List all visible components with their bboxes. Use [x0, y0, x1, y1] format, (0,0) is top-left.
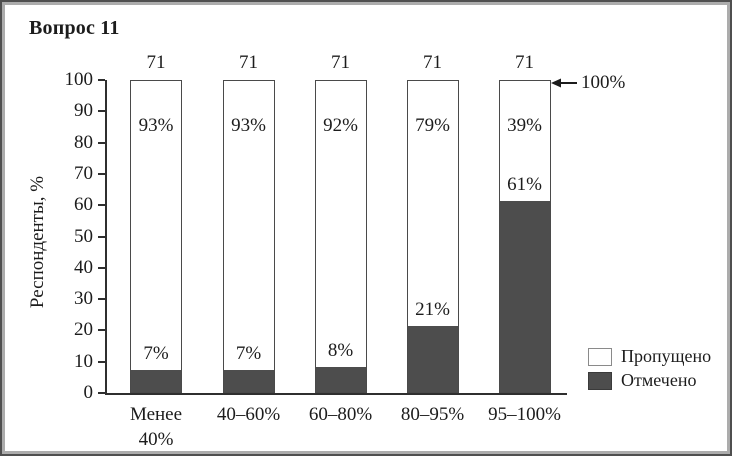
legend: Пропущено Отмечено: [588, 347, 711, 395]
y-tick-mark: [98, 298, 105, 301]
skipped-percent-label: 79%: [415, 115, 450, 136]
skipped-percent-label: 39%: [507, 115, 542, 136]
y-tick-label: 80: [74, 131, 93, 153]
bar: 93% 7% 71: [222, 52, 275, 393]
bar-segment-marked: [407, 326, 458, 392]
legend-label-marked: Отмечено: [621, 370, 697, 390]
y-tick-mark: [98, 235, 105, 238]
y-tick-label: 90: [74, 100, 93, 122]
bar: 92% 8% 71: [314, 52, 367, 393]
marked-percent-label: 7%: [143, 343, 169, 365]
arrow-left-icon: [551, 77, 577, 89]
y-tick-mark: [98, 360, 105, 363]
y-tick-label: 60: [74, 194, 93, 216]
bar-segment-marked: [315, 366, 366, 392]
legend-swatch-skipped: [588, 347, 612, 366]
bar-segment-marked: [499, 201, 550, 392]
x-category-label: 95–100%: [488, 404, 561, 425]
bar-segment-marked: [131, 370, 181, 392]
marked-percent-label: 61%: [507, 174, 542, 196]
plot-area: 0 10 20 30 40 50 60 70 80 90 100 93% 7% 71 Менее 40% 93%…: [65, 52, 567, 450]
annotation-label: 100%: [581, 72, 626, 93]
y-tick-label: 0: [83, 382, 94, 403]
x-category-label: 40–60%: [216, 404, 281, 425]
y-tick-label: 70: [74, 162, 93, 184]
100-percent-annotation: 100%: [551, 71, 625, 95]
legend-item-marked: Отмечено: [588, 371, 711, 390]
y-tick-mark: [98, 329, 105, 332]
skipped-percent-label: 92%: [323, 115, 358, 136]
bar-total-label: 71: [331, 52, 350, 73]
y-tick-label: 20: [74, 319, 93, 341]
y-tick-mark: [98, 141, 105, 144]
bar: 93% 7% 71: [130, 52, 182, 393]
bar-total-label: 71: [515, 52, 534, 73]
skipped-percent-label: 93%: [231, 115, 266, 136]
y-tick-mark: [98, 110, 105, 113]
y-tick-label: 50: [74, 225, 93, 247]
legend-swatch-marked: [588, 371, 612, 390]
legend-label-skipped: Пропущено: [621, 346, 712, 366]
bar: 39% 61% 71: [498, 52, 551, 393]
y-tick-mark: [98, 172, 105, 175]
chart-title: Вопрос 11: [29, 17, 120, 39]
bar-segment-marked: [223, 370, 274, 392]
skipped-percent-label: 93%: [138, 115, 174, 136]
legend-item-skipped: Пропущено: [588, 347, 711, 366]
y-tick-label: 30: [74, 288, 93, 310]
y-tick-label: 40: [74, 256, 93, 278]
marked-percent-label: 8%: [327, 339, 354, 361]
y-tick-mark: [98, 266, 105, 269]
y-tick-mark: [98, 204, 105, 207]
bar: 79% 21% 71: [406, 52, 459, 393]
marked-percent-label: 21%: [415, 299, 450, 321]
marked-percent-label: 7%: [235, 343, 262, 365]
y-tick-label: 10: [74, 350, 93, 372]
bar-total-label: 71: [423, 52, 442, 73]
y-tick-label: 100: [64, 69, 94, 90]
y-tick-mark: [98, 79, 105, 81]
y-axis-title: Респонденты, %: [27, 175, 48, 309]
x-category-label: 80–95%: [400, 404, 465, 425]
x-category-label: Менее 40%: [129, 404, 183, 450]
y-tick-mark: [98, 392, 105, 394]
bar-total-label: 71: [239, 52, 258, 73]
bar-total-label: 71: [146, 52, 166, 73]
x-category-label: 60–80%: [308, 404, 373, 425]
